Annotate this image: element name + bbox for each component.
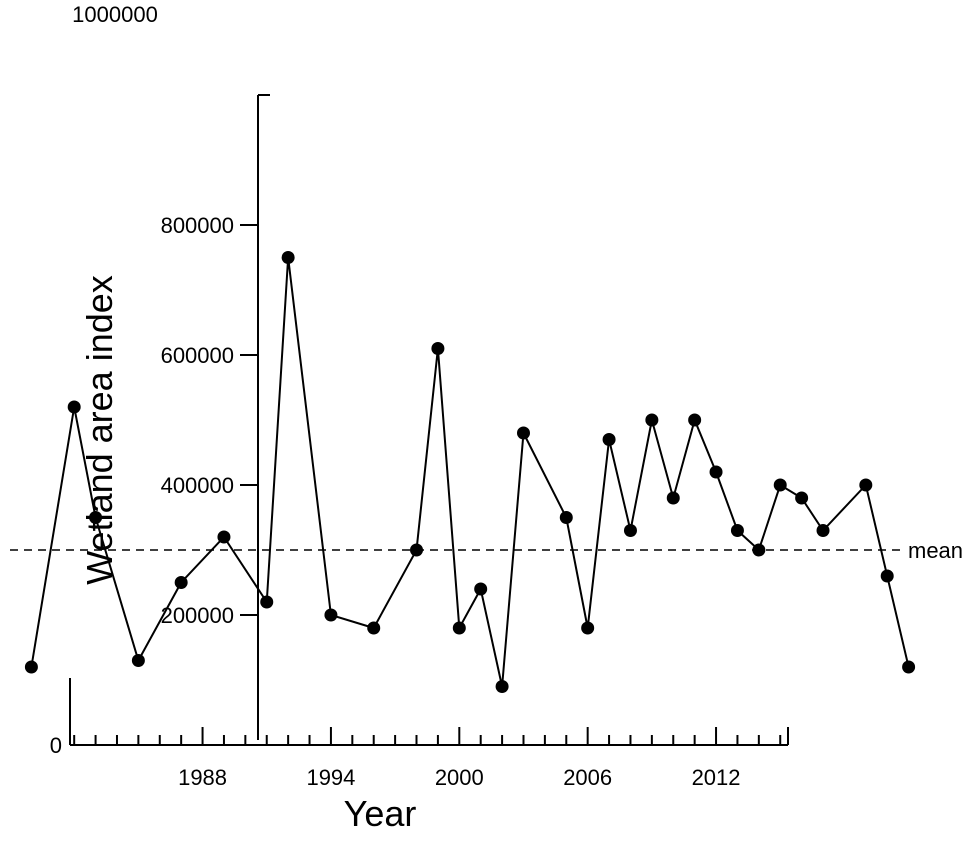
data-point [602,433,616,446]
series-layer [24,251,916,693]
x-tick-label: 2000 [435,765,484,790]
data-point [559,511,573,524]
x-axis: 1988 1994 2000 2006 2012 [69,678,789,790]
data-point [89,511,103,524]
data-point [260,595,274,609]
data-point [795,491,809,505]
data-point [709,465,723,479]
y-axis-title: Wetland area index [79,275,120,585]
y-tick-label: 400000 [161,473,234,498]
data-point [24,660,38,674]
data-point [688,413,702,427]
data-point [859,478,873,492]
mean-label: mean [908,538,963,563]
data-point [666,491,680,505]
data-point [645,413,659,427]
data-point [495,680,509,693]
data-point [752,543,766,557]
data-point [730,524,744,537]
data-point [281,251,295,264]
y-top-label: 1000000 [72,2,158,27]
data-point [880,569,894,583]
data-point [902,660,916,674]
data-point [623,524,637,537]
data-point [431,342,445,355]
data-point [516,426,530,440]
data-point [324,608,338,622]
y-tick-label: 200000 [161,603,234,628]
data-point [452,621,466,635]
data-point [581,621,595,635]
series-line [30,257,910,687]
data-point [410,543,424,557]
x-tick-label: 2012 [692,765,741,790]
x-tick-label: 2006 [563,765,612,790]
data-point [816,524,830,537]
data-point [67,400,81,414]
x-tick-label: 1994 [306,765,355,790]
y-tick-label: 800000 [161,213,234,238]
y-tick-label: 600000 [161,343,234,368]
data-point [474,582,488,596]
x-tick-label: 1988 [178,765,227,790]
data-point [217,530,231,544]
data-point [367,621,381,635]
data-point [174,576,188,589]
x-axis-title: Year [344,793,417,834]
y-tick-label: 0 [50,733,62,758]
data-point [773,478,787,492]
y-axis: 0 200000 400000 600000 800000 [50,94,270,758]
data-point [131,654,145,667]
